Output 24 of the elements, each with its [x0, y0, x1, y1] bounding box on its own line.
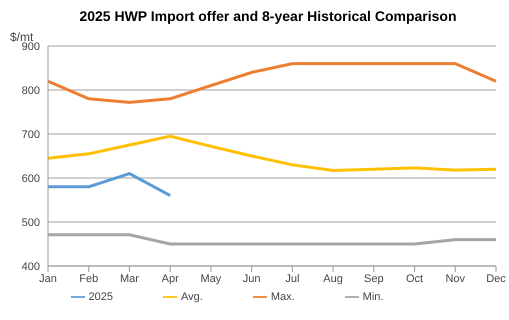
x-tick-label: Mar	[120, 272, 140, 285]
x-tick-label: May	[200, 272, 222, 285]
legend-label: Max.	[270, 290, 295, 303]
x-tick-label: Apr	[162, 272, 180, 285]
legend-label: Avg.	[181, 290, 203, 303]
y-tick-label: 800	[22, 84, 40, 97]
x-tick-label: Dec	[486, 272, 506, 285]
y-tick-label: 400	[22, 260, 40, 273]
line-series	[46, 134, 498, 172]
x-tick-label: Jul	[285, 272, 300, 285]
x-tick-label: Feb	[79, 272, 98, 285]
x-tick-label: Oct	[406, 272, 424, 285]
y-tick-label: 600	[22, 172, 40, 185]
x-tick-label: Sep	[364, 272, 384, 285]
x-tick-label: Jan	[39, 272, 57, 285]
y-tick-label: 700	[22, 128, 40, 141]
line-series	[46, 62, 498, 104]
chart-title: 2025 HWP Import offer and 8-year Historical Comparison	[78, 8, 458, 26]
legend-label: 2025	[88, 290, 114, 303]
y-tick-label: 500	[22, 216, 40, 229]
x-tick-label: Jun	[242, 272, 261, 285]
x-tick-label: Nov	[445, 272, 466, 285]
x-tick-label: Aug	[323, 272, 343, 285]
legend-label: Min.	[362, 290, 384, 303]
